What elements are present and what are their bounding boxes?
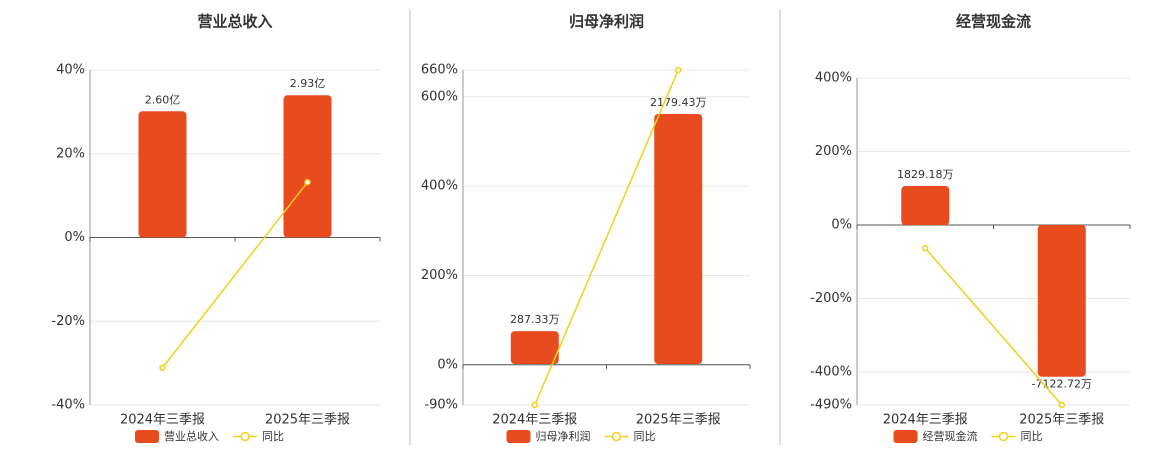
bar <box>654 114 703 365</box>
legend-label: 同比 <box>1021 430 1043 443</box>
value-label: 2179.43万 <box>650 96 707 109</box>
x-tick-label: 2024年三季报 <box>883 413 968 428</box>
y-tick-label: 20% <box>56 146 85 161</box>
line-point <box>675 66 682 74</box>
bar <box>283 95 332 238</box>
y-tick-label: 0% <box>64 230 85 245</box>
x-tick-label: 2024年三季报 <box>492 413 577 428</box>
bar <box>138 111 187 238</box>
value-label: 2.93亿 <box>290 77 326 90</box>
x-tick-label: 2025年三季报 <box>636 413 721 428</box>
y-tick-label: -20% <box>51 314 85 329</box>
y-tick-label: -40% <box>51 398 85 413</box>
y-tick-label: 400% <box>421 179 458 194</box>
value-label: 1829.18万 <box>897 168 954 181</box>
chart-title: 归母净利润 <box>569 13 644 31</box>
x-tick-label: 2025年三季报 <box>1019 413 1104 428</box>
legend-label: 营业总收入 <box>164 429 219 443</box>
legend-label: 同比 <box>634 430 656 443</box>
line-point <box>159 364 166 371</box>
value-label: 2.60亿 <box>145 93 181 106</box>
chart-title: 营业总收入 <box>197 13 272 31</box>
line-point <box>922 244 929 252</box>
y-tick-label: -490% <box>810 398 852 413</box>
y-tick-label: -90% <box>424 398 458 413</box>
y-tick-label: 600% <box>421 89 458 104</box>
legend-swatch <box>998 431 1009 442</box>
bar <box>1037 224 1086 377</box>
y-tick-label: 40% <box>56 63 85 78</box>
bar <box>901 186 950 225</box>
legend-label: 同比 <box>262 430 284 443</box>
x-tick-label: 2025年三季报 <box>265 413 350 428</box>
line <box>161 181 309 369</box>
line-point <box>1058 401 1065 409</box>
legend-swatch <box>893 430 918 443</box>
line-point <box>531 401 538 409</box>
legend-swatch <box>135 430 159 443</box>
legend-swatch <box>240 431 250 442</box>
legend-label: 经营现金流 <box>923 429 978 443</box>
x-tick-label: 2024年三季报 <box>120 413 205 428</box>
value-label: 287.33万 <box>510 313 560 326</box>
y-tick-label: -400% <box>810 364 852 379</box>
y-tick-label: 200% <box>421 268 458 283</box>
chart-title: 经营现金流 <box>956 13 1031 31</box>
y-tick-label: 200% <box>815 144 852 159</box>
y-tick-label: 0% <box>437 357 458 372</box>
y-tick-label: 660% <box>421 63 458 78</box>
legend-swatch <box>506 430 531 443</box>
legend-swatch <box>611 431 622 442</box>
y-tick-label: 0% <box>831 217 852 232</box>
legend-label: 归母净利润 <box>536 429 591 443</box>
line-point <box>304 178 311 186</box>
line <box>924 247 1063 406</box>
bar <box>510 331 559 365</box>
y-tick-label: 400% <box>815 71 852 86</box>
y-tick-label: -200% <box>810 291 852 306</box>
line <box>534 69 679 406</box>
